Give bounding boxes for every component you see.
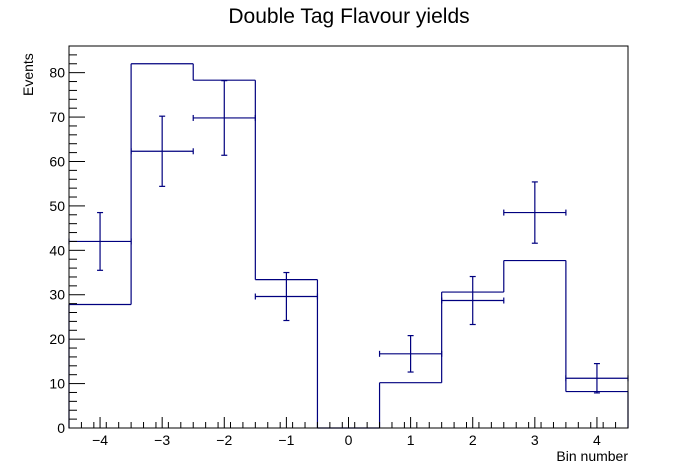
plot-frame	[68, 45, 629, 429]
x-tick-label: 3	[531, 432, 539, 448]
data-points-layer	[68, 80, 629, 394]
x-tick-label: 2	[469, 432, 477, 448]
data-point	[130, 115, 194, 187]
y-tick-label: 20	[49, 331, 65, 347]
data-point	[254, 271, 319, 322]
data-point	[441, 275, 505, 326]
x-tick-label: −1	[278, 432, 294, 448]
y-tick-label: 40	[49, 242, 65, 258]
y-tick-label: 0	[57, 420, 65, 436]
data-point	[378, 335, 443, 373]
data-point	[192, 80, 256, 156]
x-tick-label: −2	[216, 432, 232, 448]
y-axis-label: Events	[20, 53, 36, 96]
data-point	[503, 181, 567, 244]
x-tick-label: 4	[593, 432, 601, 448]
y-tick-label: 50	[49, 198, 65, 214]
x-tick-label: −4	[92, 432, 108, 448]
y-tick-label: 60	[49, 153, 65, 169]
y-tick-label: 10	[49, 376, 65, 392]
y-tick-label: 80	[49, 65, 65, 81]
x-tick-label: 1	[407, 432, 415, 448]
y-tick-label: 30	[49, 287, 65, 303]
data-point	[565, 362, 629, 394]
x-axis-label: Bin number	[556, 448, 628, 464]
histogram-layer	[68, 63, 629, 429]
x-tick-label: −3	[154, 432, 170, 448]
x-tick-label: 0	[345, 432, 353, 448]
data-point	[68, 211, 132, 271]
chart-title: Double Tag Flavour yields	[228, 5, 469, 28]
y-tick-label: 70	[49, 109, 65, 125]
